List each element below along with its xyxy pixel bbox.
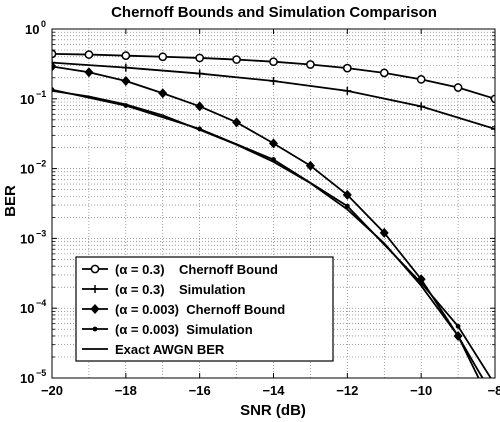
- legend-entry: Exact AWGN BER: [82, 342, 225, 357]
- point-diamond: [84, 67, 94, 78]
- x-tick-label: −16: [189, 383, 211, 398]
- point-circle: [453, 83, 463, 92]
- y-tick-exponent: −1: [36, 89, 46, 99]
- y-tick-label: 10: [20, 231, 34, 246]
- point-diamond: [379, 227, 389, 238]
- chart-title: Chernoff Bounds and Simulation Compariso…: [111, 4, 437, 21]
- point-plus: [195, 69, 204, 78]
- grid-lines: [52, 29, 495, 378]
- point-circle: [269, 57, 278, 67]
- point-plus: [91, 285, 99, 293]
- point-circle: [90, 264, 100, 274]
- point-dot: [455, 323, 461, 329]
- x-tick-label: −12: [336, 383, 358, 398]
- legend-entry: (α = 0.003) Simulation: [82, 322, 253, 337]
- point-plus: [269, 76, 278, 85]
- point-diamond: [52, 61, 57, 72]
- legend-entry: (α = 0.3) Chernoff Bound: [82, 262, 278, 277]
- legend-entry: (α = 0.3) Simulation: [82, 282, 245, 297]
- y-tick-exponent: −4: [36, 298, 46, 308]
- series-0-003-chernoff-bound: [52, 61, 480, 378]
- x-tick-label: −14: [262, 383, 285, 398]
- point-diamond: [121, 75, 131, 86]
- legend-label: (α = 0.003) Chernoff Bound: [115, 302, 285, 317]
- y-tick-exponent: 0: [41, 19, 46, 29]
- series-0-3-chernoff-bound: [52, 49, 495, 104]
- legend-label: (α = 0.3) Simulation: [115, 282, 245, 297]
- point-diamond: [195, 101, 205, 112]
- point-diamond: [269, 138, 278, 149]
- point-circle: [232, 55, 241, 64]
- point-plus: [121, 63, 130, 72]
- legend-entry: (α = 0.003) Chernoff Bound: [82, 302, 285, 317]
- point-circle: [342, 63, 352, 73]
- y-tick-exponent: −5: [36, 368, 46, 378]
- y-axis-label: BER: [2, 185, 19, 217]
- point-circle: [158, 52, 168, 62]
- point-dot: [344, 203, 350, 209]
- plot-frame: [51, 28, 496, 379]
- y-tick-label: 10: [20, 92, 34, 107]
- y-tick-label: 10: [20, 371, 34, 386]
- point-circle: [195, 53, 205, 63]
- axis-ticks: −20 −18 −16 −14 −12 −10 −810 010 −110 −210 −310 −41…: [20, 19, 500, 398]
- x-tick-label: −8: [488, 383, 500, 398]
- y-tick-label: 10: [25, 22, 39, 37]
- point-diamond: [305, 160, 315, 171]
- y-tick-label: 10: [20, 162, 34, 177]
- point-circle: [84, 50, 94, 59]
- legend-label: (α = 0.3) Chernoff Bound: [115, 262, 278, 277]
- point-dot: [92, 326, 98, 332]
- point-plus: [491, 124, 495, 133]
- point-diamond: [232, 117, 242, 128]
- point-plus: [417, 102, 426, 111]
- x-axis-label: SNR (dB): [240, 402, 306, 419]
- series-0-3-simulation: [52, 58, 495, 133]
- x-tick-label: −18: [115, 383, 137, 398]
- y-tick-exponent: −2: [36, 159, 46, 169]
- legend-label: (α = 0.003) Simulation: [115, 322, 253, 337]
- y-tick-exponent: −3: [36, 228, 46, 238]
- point-plus: [52, 58, 56, 67]
- legend-box: [75, 256, 334, 362]
- x-tick-label: −10: [410, 383, 432, 398]
- point-circle: [121, 51, 131, 61]
- point-diamond: [342, 189, 352, 200]
- point-diamond: [158, 88, 168, 99]
- point-circle: [306, 60, 315, 69]
- y-tick-label: 10: [20, 301, 34, 316]
- series-line: [52, 89, 484, 378]
- series-exact-awgn-ber: [52, 89, 484, 378]
- point-circle: [379, 68, 389, 78]
- point-plus: [343, 86, 352, 95]
- x-tick-label: −20: [41, 383, 63, 398]
- point-diamond: [90, 304, 100, 314]
- point-circle: [416, 74, 426, 84]
- series-layer: [52, 49, 495, 378]
- legend: (α = 0.3) Chernoff Bound (α = 0.3) Simula…: [75, 256, 334, 362]
- legend-label: Exact AWGN BER: [115, 342, 225, 357]
